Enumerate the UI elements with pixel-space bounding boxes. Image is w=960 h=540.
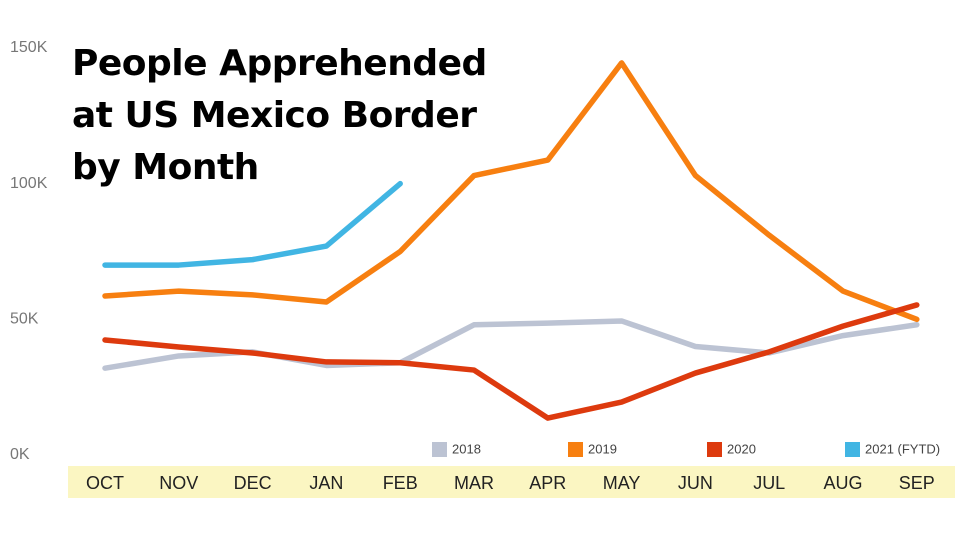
- series-line: [102, 60, 920, 323]
- legend-label: 2021 (FYTD): [865, 441, 940, 456]
- x-tick-label: JUL: [753, 473, 785, 493]
- legend-swatch: [568, 442, 583, 457]
- legend-label: 2019: [588, 441, 617, 456]
- legend-swatch: [707, 442, 722, 457]
- legend-swatch: [432, 442, 447, 457]
- x-tick-label: OCT: [86, 473, 124, 493]
- x-tick-label: FEB: [383, 473, 418, 493]
- y-tick-label: 150K: [10, 39, 48, 56]
- x-tick-label: JAN: [309, 473, 343, 493]
- legend-label: 2018: [452, 441, 481, 456]
- y-tick-label: 100K: [10, 175, 48, 192]
- legend-swatch: [845, 442, 860, 457]
- x-tick-label: MAY: [603, 473, 641, 493]
- x-tick-label: NOV: [159, 473, 198, 493]
- x-tick-label: MAR: [454, 473, 494, 493]
- x-tick-label: SEP: [899, 473, 935, 493]
- legend-label: 2020: [727, 441, 756, 456]
- x-tick-label: JUN: [678, 473, 713, 493]
- series-line: [102, 302, 920, 421]
- y-tick-label: 0K: [10, 446, 30, 463]
- chart-title: People Apprehended at US Mexico Border b…: [72, 43, 487, 188]
- x-tick-label: AUG: [823, 473, 862, 493]
- category-band: [68, 466, 955, 498]
- x-tick-label: APR: [529, 473, 566, 493]
- series-line: [102, 180, 403, 268]
- x-tick-label: DEC: [234, 473, 272, 493]
- y-tick-label: 50K: [10, 311, 39, 328]
